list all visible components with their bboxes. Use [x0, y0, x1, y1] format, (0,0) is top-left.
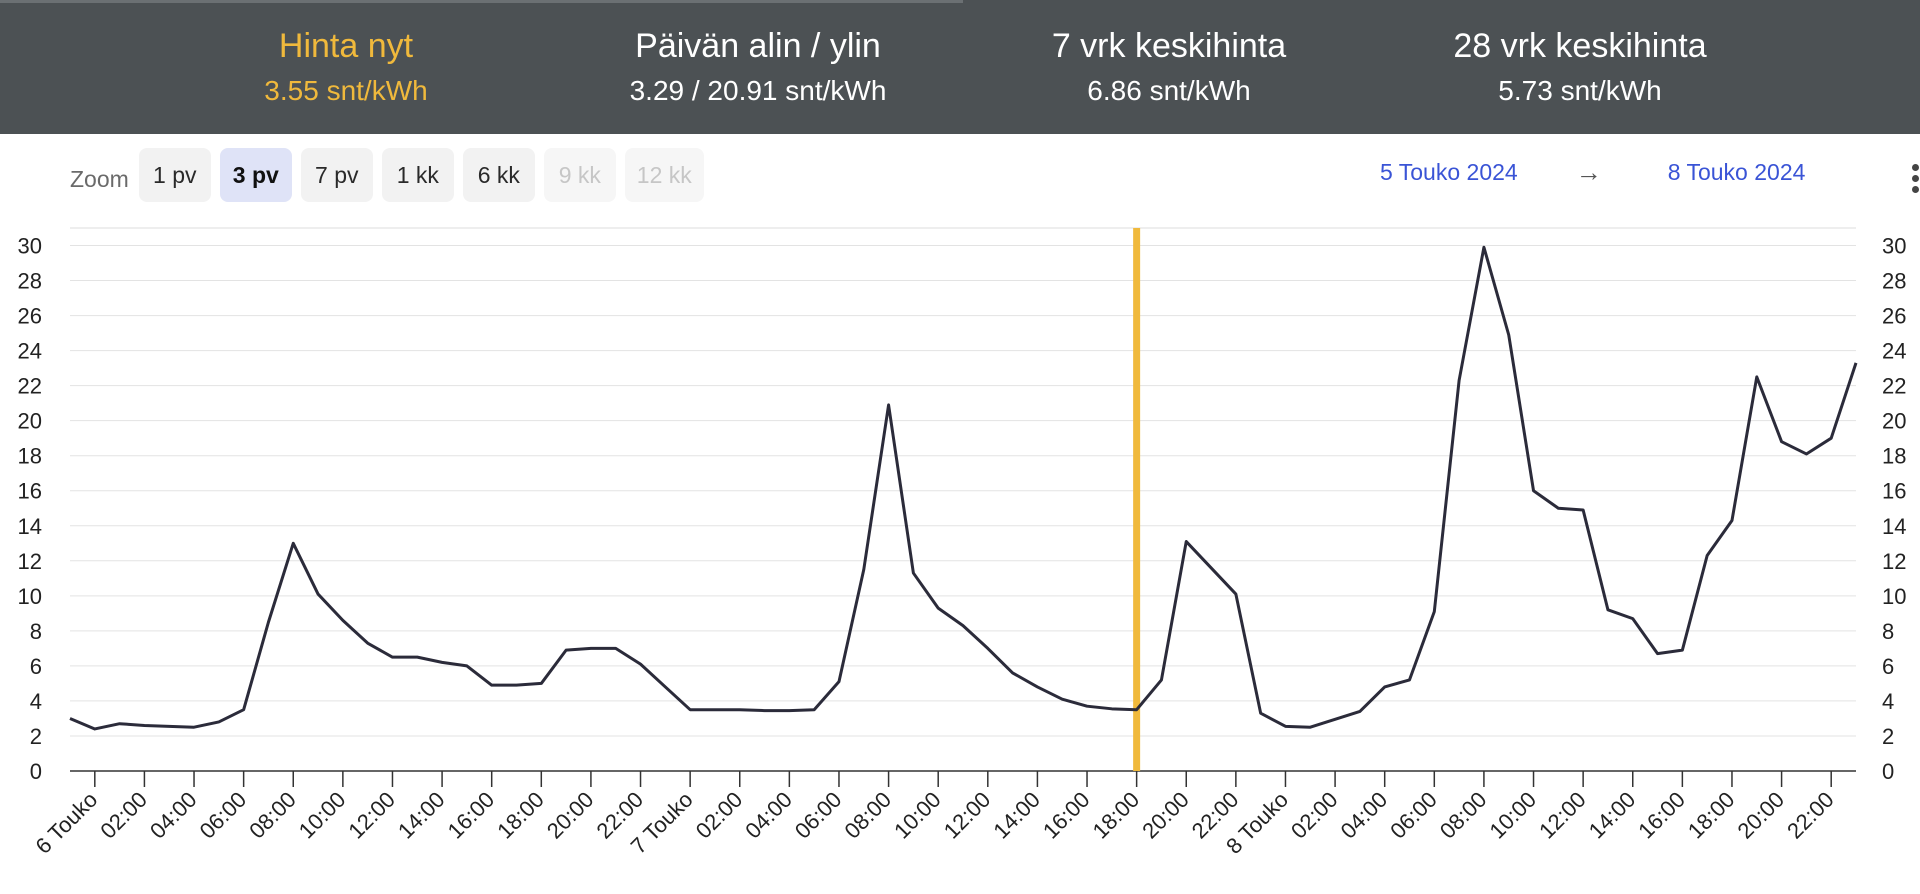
- zoom-6-month-button[interactable]: 6 kk: [462, 148, 535, 202]
- x-tick-label: 02:00: [1286, 787, 1343, 844]
- x-tick-label: 16:00: [443, 787, 500, 844]
- y-tick-label-right: 18: [1882, 444, 1906, 469]
- zoom-1-month-button[interactable]: 1 kk: [381, 148, 454, 202]
- stat-label: 7 vrk keskihinta: [1051, 27, 1287, 65]
- stat-value: 3.29 / 20.91 snt/kWh: [629, 75, 887, 106]
- stat-value: 3.55 snt/kWh: [264, 75, 428, 106]
- zoom-12-month-button: 12 kk: [624, 148, 704, 202]
- x-tick-label: 06:00: [790, 787, 847, 844]
- zoom-3-day-button[interactable]: 3 pv: [219, 148, 292, 202]
- x-tick-label: 20:00: [542, 787, 599, 844]
- x-tick-label: 10:00: [889, 787, 946, 844]
- x-tick-label: 18:00: [492, 787, 549, 844]
- y-tick-label-left: 8: [30, 619, 42, 644]
- y-tick-label-left: 26: [18, 304, 42, 329]
- stat-label: Päivän alin / ylin: [635, 27, 881, 65]
- x-tick-label: 06:00: [1385, 787, 1442, 844]
- x-tick-label: 08:00: [244, 787, 301, 844]
- y-tick-label-left: 10: [18, 584, 42, 609]
- y-tick-label-right: 20: [1882, 409, 1906, 434]
- loading-progress: [0, 0, 963, 3]
- x-tick-label: 20:00: [1733, 787, 1790, 844]
- x-tick-label: 16:00: [1633, 787, 1690, 844]
- y-tick-label-left: 4: [30, 689, 42, 714]
- x-tick-label: 10:00: [294, 787, 351, 844]
- x-tick-label: 18:00: [1088, 787, 1145, 844]
- y-tick-label-right: 8: [1882, 619, 1894, 644]
- summary-bar: Hinta nyt 3.55 snt/kWh Päivän alin / yli…: [0, 0, 1920, 134]
- range-arrow-icon: →: [1575, 156, 1602, 187]
- x-tick-label: 04:00: [740, 787, 797, 844]
- range-end-date[interactable]: 8 Touko 2024: [1667, 158, 1806, 185]
- zoom-7-day-button[interactable]: 7 pv: [300, 148, 373, 202]
- y-tick-label-left: 16: [18, 479, 42, 504]
- y-tick-label-left: 2: [30, 724, 42, 749]
- y-tick-label-right: 26: [1882, 304, 1906, 329]
- y-tick-label-left: 12: [18, 549, 42, 574]
- y-tick-label-left: 30: [18, 234, 42, 259]
- y-tick-label-right: 10: [1882, 584, 1906, 609]
- y-tick-label-right: 4: [1882, 689, 1894, 714]
- date-range: 5 Touko 2024 → 8 Touko 2024: [1380, 154, 1805, 190]
- x-tick-label: 02:00: [95, 787, 152, 844]
- y-tick-label-left: 20: [18, 409, 42, 434]
- x-tick-label: 22:00: [1782, 787, 1839, 844]
- x-tick-label: 12:00: [1534, 787, 1591, 844]
- x-tick-label: 10:00: [1484, 787, 1541, 844]
- x-tick-label: 06:00: [195, 787, 252, 844]
- y-tick-label-right: 22: [1882, 374, 1906, 399]
- x-tick-label: 08:00: [1435, 787, 1492, 844]
- y-tick-label-right: 16: [1882, 479, 1906, 504]
- y-tick-label-right: 0: [1882, 759, 1894, 784]
- x-tick-label: 02:00: [691, 787, 748, 844]
- x-tick-label: 14:00: [393, 787, 450, 844]
- x-tick-label: 12:00: [939, 787, 996, 844]
- range-start-date[interactable]: 5 Touko 2024: [1380, 158, 1518, 185]
- stat-label: Hinta nyt: [278, 27, 414, 65]
- y-tick-label-right: 28: [1882, 269, 1906, 294]
- y-tick-label-right: 6: [1882, 654, 1894, 679]
- x-tick-label: 08:00: [840, 787, 897, 844]
- zoom-9-month-button: 9 kk: [543, 148, 616, 202]
- stat-28-day-average: 28 vrk keskihinta 5.73 snt/kWh: [1400, 26, 1760, 108]
- x-tick-label: 12:00: [343, 787, 400, 844]
- y-tick-label-right: 30: [1882, 234, 1906, 259]
- x-tick-label: 6 Touko: [30, 787, 102, 859]
- zoom-1-day-button[interactable]: 1 pv: [138, 148, 211, 202]
- x-tick-label: 18:00: [1683, 787, 1740, 844]
- stat-value: 6.86 snt/kWh: [1087, 75, 1251, 106]
- y-tick-label-right: 24: [1882, 339, 1906, 364]
- zoom-label: Zoom: [70, 165, 129, 192]
- zoom-selector: Zoom 1 pv 3 pv 7 pv 1 kk 6 kk 9 kk 12 kk: [70, 148, 713, 202]
- y-tick-label-right: 2: [1882, 724, 1894, 749]
- stat-label: 28 vrk keskihinta: [1453, 27, 1707, 65]
- y-tick-label-left: 14: [18, 514, 42, 539]
- y-tick-label-left: 24: [18, 339, 42, 364]
- y-tick-label-right: 14: [1882, 514, 1906, 539]
- x-tick-label: 14:00: [988, 787, 1045, 844]
- y-tick-label-left: 0: [30, 759, 42, 784]
- price-line: [69, 245, 1858, 731]
- y-tick-label-right: 12: [1882, 549, 1906, 574]
- x-tick-label: 14:00: [1584, 787, 1641, 844]
- stat-value: 5.73 snt/kWh: [1498, 75, 1662, 106]
- y-tick-label-left: 6: [30, 654, 42, 679]
- x-tick-label: 16:00: [1038, 787, 1095, 844]
- x-tick-label: 04:00: [1336, 787, 1393, 844]
- chart-menu-icon[interactable]: [1912, 164, 1920, 197]
- x-tick-label: 04:00: [145, 787, 202, 844]
- x-tick-label: 20:00: [1137, 787, 1194, 844]
- stat-day-min-max: Päivän alin / ylin 3.29 / 20.91 snt/kWh: [578, 26, 938, 108]
- y-tick-label-left: 28: [18, 269, 42, 294]
- y-tick-label-left: 18: [18, 444, 42, 469]
- stat-current-price: Hinta nyt 3.55 snt/kWh: [166, 26, 526, 108]
- stat-7-day-average: 7 vrk keskihinta 6.86 snt/kWh: [989, 26, 1349, 108]
- y-tick-label-left: 22: [18, 374, 42, 399]
